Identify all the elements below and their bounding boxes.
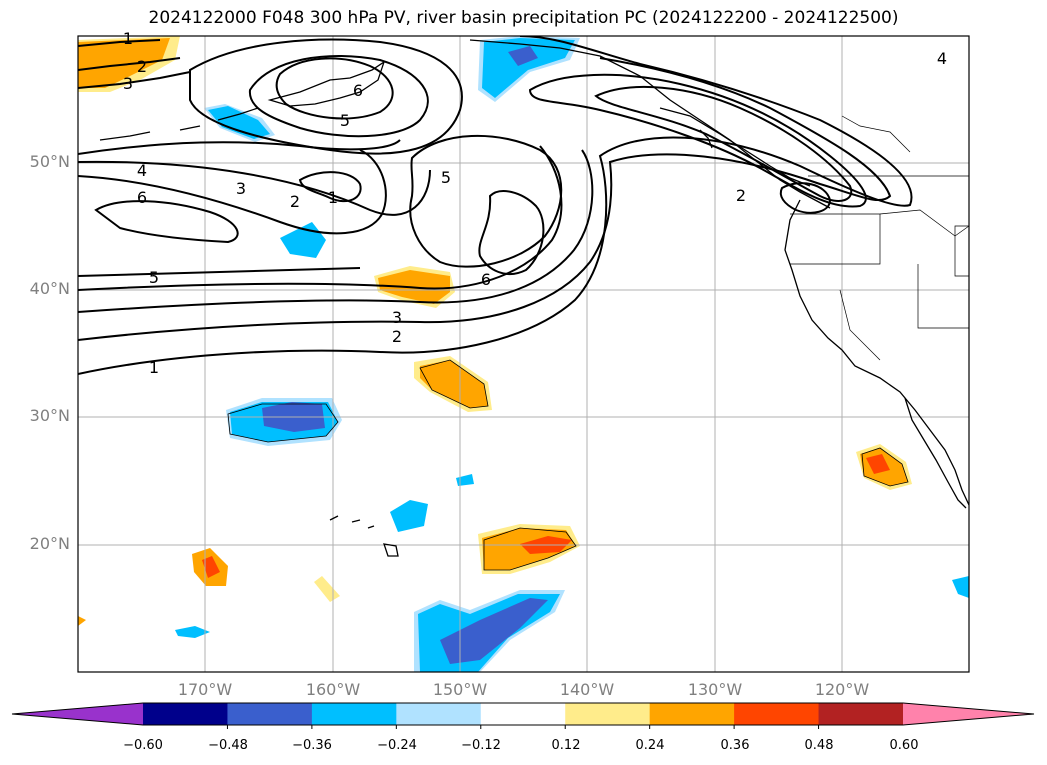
contour-label: 6	[137, 188, 147, 207]
borders	[790, 115, 969, 361]
contour-label: 3	[123, 74, 133, 93]
colorbar-segment	[734, 703, 820, 725]
contour-label: 2	[392, 327, 402, 346]
colorbar-tick-label: −0.24	[377, 738, 417, 753]
colorbar-tick-label: 0.36	[720, 738, 750, 753]
colorbar-segment	[480, 703, 566, 725]
lon-label: 160°W	[305, 680, 361, 699]
precip-shading	[78, 36, 969, 672]
colorbar-tick-label: −0.36	[292, 738, 332, 753]
coastlines	[99, 39, 969, 557]
colorbar-tick-label: 0.48	[804, 738, 834, 753]
colorbar-outline	[11, 702, 1035, 726]
lon-label: 170°W	[177, 680, 233, 699]
contour-label: 2	[137, 57, 147, 76]
lat-label: 30°N	[29, 406, 70, 425]
map-title: 2024122000 F048 300 hPa PV, river basin …	[148, 8, 899, 28]
contour-label-group: 1 2 3 6 5 4 6 3 2 1 5 5 6 3 2 1 2 4	[123, 29, 947, 377]
colorbar-segment	[565, 703, 651, 725]
contour-label: 4	[137, 161, 147, 180]
contour-label: 5	[149, 268, 159, 287]
colorbar-tick-label: −0.12	[461, 738, 501, 753]
colorbar-segment	[311, 703, 397, 725]
pc-outlines	[227, 359, 909, 571]
contour-label: 3	[392, 308, 402, 327]
colorbar-extend-max	[903, 703, 1034, 725]
colorbar-segment	[143, 703, 228, 725]
contour-label: 1	[123, 29, 133, 48]
plot-frame	[77, 35, 970, 673]
contour-label: 1	[328, 188, 338, 207]
colorbar-segment	[396, 703, 482, 725]
contour-label: 2	[736, 186, 746, 205]
colorbar-segment	[227, 703, 313, 725]
colorbar	[11, 702, 1035, 729]
lat-label: 20°N	[29, 534, 70, 553]
contour-label: 2	[290, 192, 300, 211]
colorbar-extend-min	[12, 703, 143, 725]
lat-label: 40°N	[29, 279, 70, 298]
lon-label: 140°W	[559, 680, 615, 699]
colorbar-tick-label: 0.12	[551, 738, 581, 753]
colorbar-tick-label: 0.24	[635, 738, 665, 753]
colorbar-tick-label: 0.60	[889, 738, 919, 753]
contour-label: 6	[353, 81, 363, 100]
contour-label: 4	[937, 49, 947, 68]
lon-label: 120°W	[814, 680, 870, 699]
contour-label: 5	[441, 168, 451, 187]
colorbar-segment	[649, 703, 735, 725]
contour-label: 3	[236, 179, 246, 198]
colorbar-segment	[818, 703, 904, 725]
lon-label: 150°W	[432, 680, 488, 699]
colorbar-tick-label: −0.60	[123, 738, 163, 753]
colorbar-tick-label: −0.48	[208, 738, 248, 753]
contour-label: 6	[481, 270, 491, 289]
contour-label: 5	[340, 111, 350, 130]
pv-contours	[78, 36, 913, 375]
contour-label: 1	[149, 358, 159, 377]
lat-label: 50°N	[29, 152, 70, 171]
graticule	[78, 36, 969, 672]
lon-label: 130°W	[687, 680, 743, 699]
